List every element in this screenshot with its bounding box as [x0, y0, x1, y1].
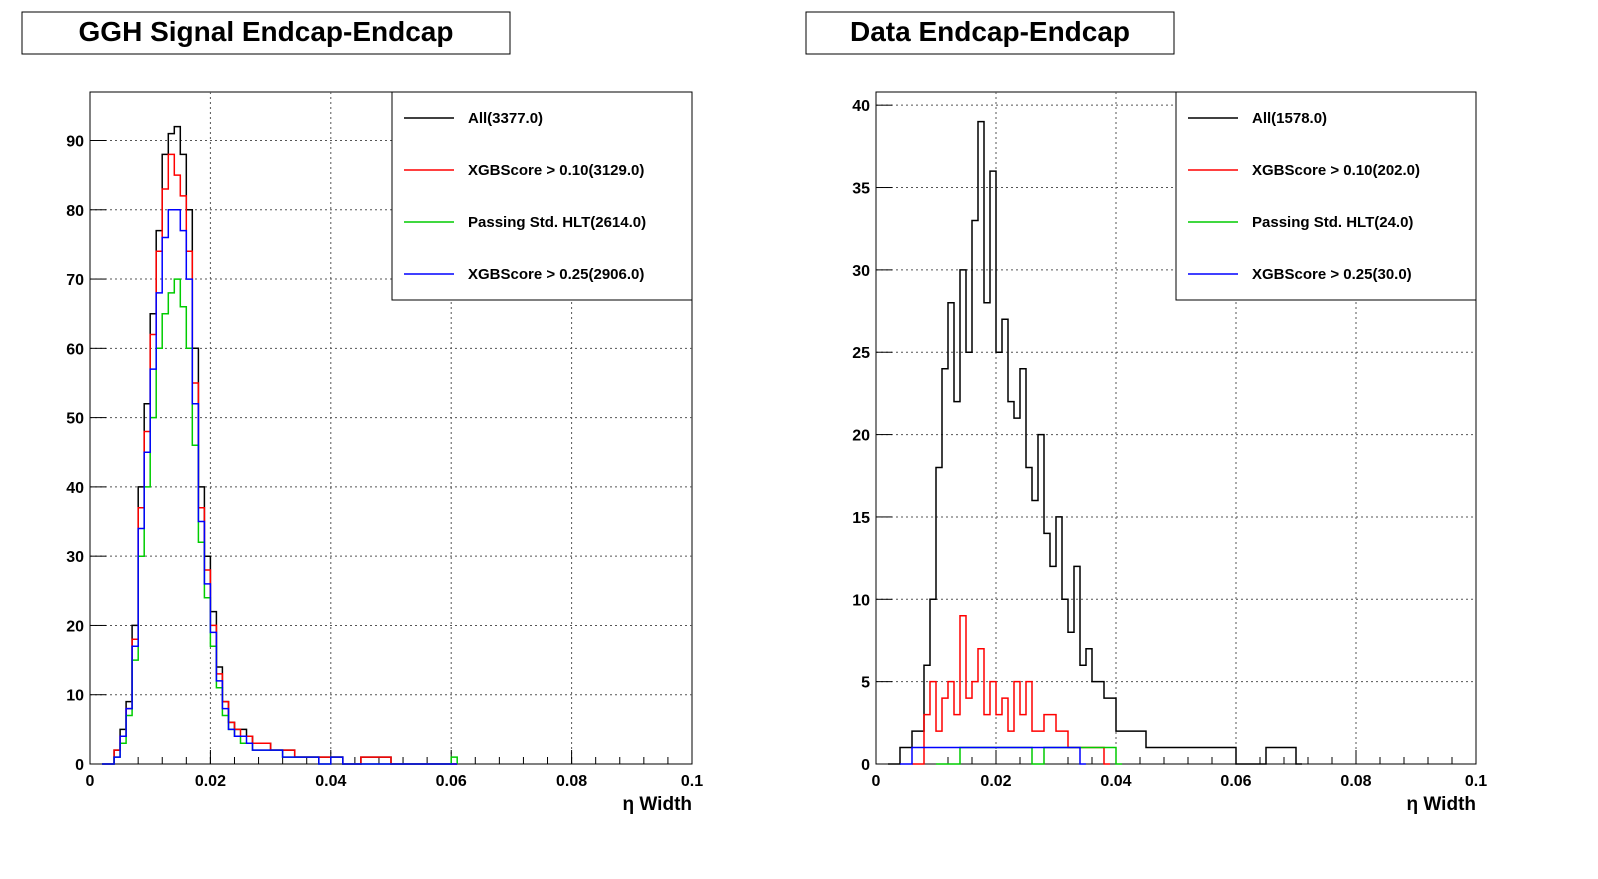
y-tick-label: 35	[852, 181, 870, 198]
panel-ggh-signal: GGH Signal Endcap-Endcap 0 0.02 0.04 0.06 0.…	[21, 11, 703, 815]
legend-label: XGBScore > 0.25(2906.0)	[468, 266, 644, 283]
y-tick-label: 40	[852, 98, 870, 115]
chart-title: Data Endcap-Endcap	[850, 16, 1130, 47]
y-tick-label: 30	[852, 263, 870, 280]
legend-label: Passing Std. HLT(2614.0)	[468, 214, 646, 231]
series-line-1	[912, 615, 1110, 765]
y-tick-label: 10	[852, 592, 870, 609]
x-axis-label: η Width	[623, 794, 692, 815]
legend-label: XGBScore > 0.10(3129.0)	[468, 162, 644, 179]
legend-label: All(3377.0)	[468, 110, 543, 127]
x-tick-label: 0.1	[681, 773, 703, 790]
legend-label: Passing Std. HLT(24.0)	[1252, 214, 1413, 231]
legend-box	[391, 91, 693, 301]
x-tick-label: 0.1	[1465, 773, 1487, 790]
legend-label: All(1578.0)	[1252, 110, 1327, 127]
y-tick-label: 15	[852, 510, 870, 527]
x-tick-label: 0	[872, 773, 881, 790]
y-tick-label: 0	[75, 757, 84, 774]
legend: All(1578.0) XGBScore > 0.10(202.0) Passing…	[1175, 91, 1477, 301]
panel-data: Data Endcap-Endcap 0 0.02 0.04 0.06 0.08 0.10…	[805, 11, 1487, 815]
series-line-3	[900, 746, 1086, 765]
y-tick-label: 60	[66, 341, 84, 358]
y-tick-label: 30	[66, 549, 84, 566]
y-tick-label: 70	[66, 272, 84, 289]
y-tick-label: 10	[66, 688, 84, 705]
title-box	[21, 11, 511, 55]
legend-label: XGBScore > 0.10(202.0)	[1252, 162, 1420, 179]
x-tick-label: 0.06	[1220, 773, 1251, 790]
y-tick-label: 25	[852, 345, 870, 362]
plot-area: 0 0.02 0.04 0.06 0.08 0.1 0 5 10 15 20 25 30 35 40 All(…	[852, 91, 1487, 790]
x-tick-label: 0.08	[556, 773, 587, 790]
plot-area: 0 0.02 0.04 0.06 0.08 0.1 0 10 20 30 40 50 60 70 80 90 A…	[66, 91, 703, 790]
x-tick-label: 0.06	[436, 773, 467, 790]
x-tick-label: 0.04	[315, 773, 346, 790]
x-tick-label: 0.08	[1340, 773, 1371, 790]
series-line-0	[888, 120, 1302, 765]
y-tick-label: 0	[861, 757, 870, 774]
x-tick-label: 0.02	[195, 773, 226, 790]
y-tick-label: 50	[66, 411, 84, 428]
y-tick-label: 90	[66, 133, 84, 150]
x-axis-label: η Width	[1407, 794, 1476, 815]
y-tick-label: 20	[852, 428, 870, 445]
legend: All(3377.0) XGBScore > 0.10(3129.0) Passin…	[391, 91, 693, 301]
x-tick-label: 0	[86, 773, 95, 790]
y-tick-label: 5	[861, 675, 870, 692]
legend-label: XGBScore > 0.25(30.0)	[1252, 266, 1412, 283]
y-tick-label: 40	[66, 480, 84, 497]
x-tick-label: 0.04	[1100, 773, 1131, 790]
x-tick-label: 0.02	[980, 773, 1011, 790]
legend-box	[1175, 91, 1477, 301]
title-box	[805, 11, 1175, 55]
series-line-3	[102, 209, 458, 765]
y-tick-label: 80	[66, 203, 84, 220]
chart-title: GGH Signal Endcap-Endcap	[79, 16, 454, 47]
y-tick-label: 20	[66, 618, 84, 635]
